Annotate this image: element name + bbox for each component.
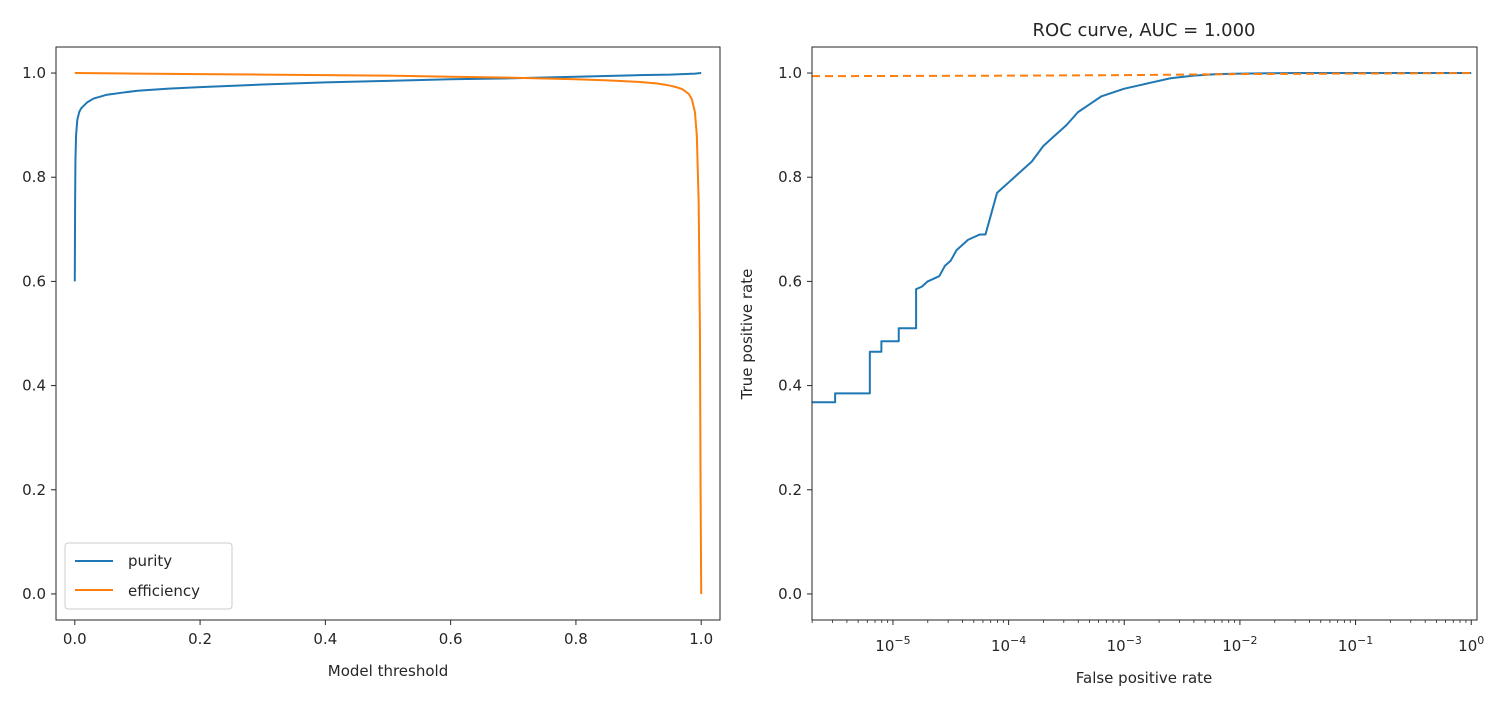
left-axes-frame [55,46,721,621]
left-x-ticks: 0.0 0.2 0.4 0.6 0.8 1.0 [63,620,713,648]
right-y-tick-label: 0.0 [778,585,802,603]
left-y-ticks: 0.0 0.2 0.4 0.6 0.8 1.0 [22,64,56,603]
threshold-chart: 0.0 0.2 0.4 0.6 0.8 1.0 0.0 0.2 0.4 0.6 0.8 1.0 Mo… [22,46,721,680]
right-plot-lines [811,72,1472,404]
right-y-tick-label: 0.8 [778,168,802,186]
roc-chart: ROC curve, AUC = 1.000 10−5 10−4 10−3 10−2 1… [738,20,1484,687]
right-y-tick-label: 0.4 [778,377,802,395]
left-y-tick-label: 0.2 [22,481,46,499]
right-x-tick-label: 10−1 [1338,634,1373,655]
left-y-tick-label: 1.0 [22,64,46,82]
right-x-tick-label: 10−3 [1107,634,1142,655]
right-y-tick-label: 0.2 [778,481,802,499]
left-x-axis-label: Model threshold [328,662,448,680]
left-y-tick-label: 0.8 [22,168,46,186]
series-purity [73,72,702,282]
left-y-tick-label: 0.4 [22,377,46,395]
roc-title: ROC curve, AUC = 1.000 [1033,20,1256,41]
right-x-tick-label: 10−2 [1222,634,1257,655]
series-efficiency [74,72,703,594]
right-x-tick-label: 10−4 [991,634,1026,655]
legend-box [64,542,233,610]
left-y-tick-label: 0.0 [22,585,46,603]
left-y-tick-label: 0.6 [22,272,46,290]
right-y-axis-label: True positive rate [738,269,756,401]
left-x-tick-label: 0.0 [63,630,87,648]
right-axes-frame [811,46,1478,621]
left-x-tick-label: 0.8 [564,630,588,648]
legend: purity efficiency [64,542,233,610]
series-reference [811,72,1472,78]
right-y-tick-label: 0.6 [778,272,802,290]
right-x-tick-label: 100 [1458,634,1484,655]
left-x-tick-label: 0.2 [188,630,212,648]
series-roc [812,72,1472,404]
left-x-tick-label: 0.4 [313,630,337,648]
right-y-tick-label: 1.0 [778,64,802,82]
legend-purity-label: purity [128,552,172,570]
right-x-tick-label: 10−5 [875,634,910,655]
left-x-tick-label: 1.0 [689,630,713,648]
legend-efficiency-label: efficiency [128,582,200,600]
right-x-axis-label: False positive rate [1076,669,1213,687]
left-x-tick-label: 0.6 [439,630,463,648]
right-x-ticks: 10−5 10−4 10−3 10−2 10−1 100 [811,620,1484,655]
left-plot-lines [73,72,703,594]
right-y-ticks: 0.0 0.2 0.4 0.6 0.8 1.0 [778,64,812,603]
